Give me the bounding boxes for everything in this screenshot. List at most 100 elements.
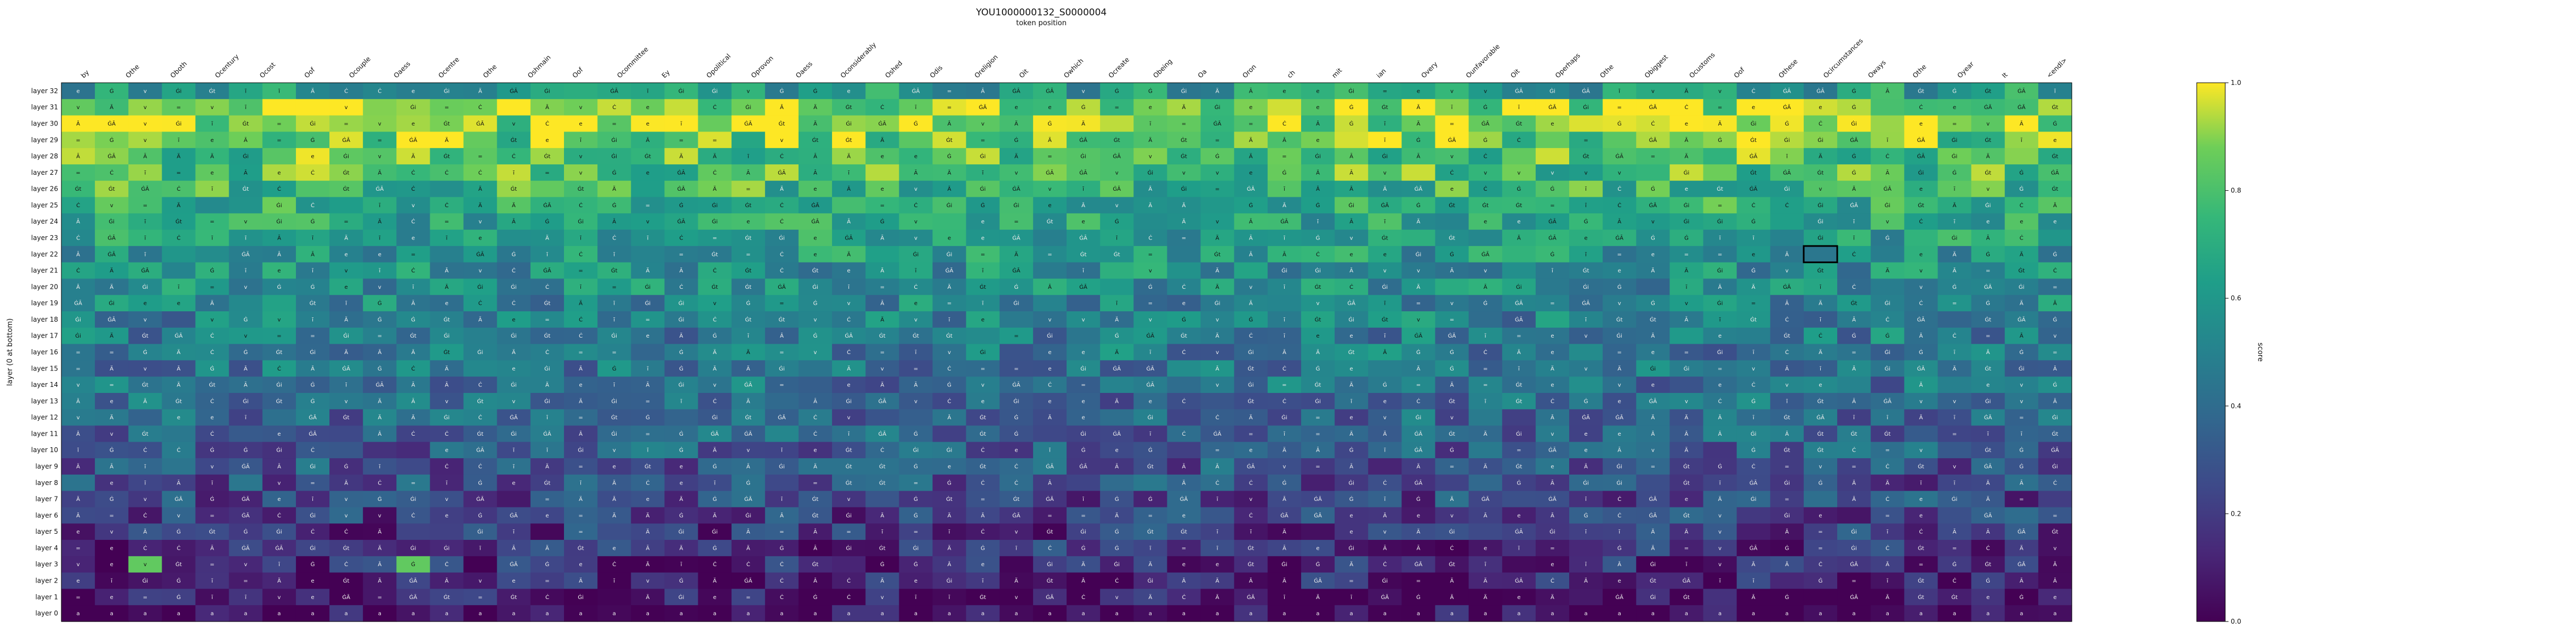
- heatmap-cell-text: Ċ: [612, 561, 616, 568]
- heatmap-cell: [1435, 83, 1469, 100]
- heatmap-cell-text: ī: [1518, 105, 1520, 111]
- heatmap-cell-text: e: [1149, 105, 1152, 111]
- heatmap-cell: [1569, 99, 1603, 116]
- colorbar-tick-label: 1.0: [2231, 79, 2241, 87]
- heatmap-cell-text: [480, 333, 481, 339]
- heatmap-cell: [1703, 99, 1737, 116]
- heatmap-cell-text: e: [981, 317, 984, 323]
- heatmap-cell-text: ĠĀ: [1113, 185, 1121, 192]
- heatmap-cell-text: ĠĀ: [1615, 594, 1623, 601]
- heatmap-cell-text: Ġi: [947, 202, 953, 209]
- heatmap-cell-text: v: [244, 333, 247, 339]
- heatmap-cell-text: ī: [1518, 366, 1520, 372]
- heatmap-cell-text: Ċ: [110, 169, 113, 176]
- heatmap-cell-text: Ġ: [1952, 87, 1957, 94]
- heatmap-cell-text: Ä: [1416, 218, 1420, 225]
- heatmap-cell-text: ĠĀ: [1783, 283, 1791, 290]
- heatmap-cell-text: Ā: [445, 267, 449, 274]
- heatmap-cell-text: Ċ: [1450, 544, 1454, 551]
- heatmap-cell: [95, 180, 129, 198]
- heatmap-cell-text: Ā: [1651, 430, 1655, 437]
- heatmap-cell-text: [1384, 464, 1386, 470]
- heatmap-cell: [1703, 213, 1737, 230]
- heatmap-cell-text: v: [1718, 529, 1722, 535]
- heatmap-cell-text: e: [1651, 252, 1655, 258]
- heatmap-cell-text: Ġ: [1684, 234, 1689, 241]
- heatmap-cell-text: Ċ: [1785, 316, 1789, 323]
- heatmap-cell-text: ĠĀ: [1381, 594, 1389, 601]
- heatmap-cell-text: Ġi: [947, 250, 953, 258]
- heatmap-cell-text: a: [1919, 611, 1923, 617]
- heatmap-cell-text: Ġt: [979, 430, 986, 437]
- heatmap-cell-text: Ġt: [1114, 136, 1120, 144]
- heatmap-cell-text: Ä: [210, 153, 214, 160]
- heatmap-cell-text: Ġ: [1852, 87, 1856, 94]
- heatmap-cell-text: Ä: [1752, 283, 1756, 290]
- heatmap-cell-text: ī: [1920, 480, 1922, 486]
- heatmap-cell-text: e: [981, 219, 984, 225]
- heatmap-cell-text: Ċ: [478, 300, 482, 307]
- heatmap-cell-text: Ġt: [1382, 316, 1388, 323]
- heatmap-cell-text: Ā: [1383, 349, 1387, 356]
- heatmap-cell-text: Ġt: [544, 332, 551, 339]
- heatmap-cell-text: Ċ: [780, 250, 784, 258]
- heatmap-cell-text: Ä: [1953, 250, 1957, 258]
- heatmap-cell-text: e: [1685, 186, 1688, 192]
- heatmap-cell-text: v: [1450, 301, 1454, 307]
- heatmap-cell: [1234, 180, 1268, 198]
- heatmap-cell-text: Ġ: [545, 218, 550, 225]
- heatmap-cell-text: e: [1584, 431, 1587, 437]
- heatmap-cell: [1368, 213, 1402, 230]
- y-tick-label: layer 11: [31, 430, 58, 437]
- heatmap-cell-text: Ġ: [1617, 283, 1622, 290]
- heatmap-cell-text: Ġt: [1918, 577, 1924, 584]
- heatmap-cell-text: [1552, 138, 1553, 144]
- heatmap-cell-text: ī: [747, 154, 749, 160]
- heatmap-cell-text: ī: [512, 448, 515, 454]
- heatmap-cell-text: Ġi: [913, 447, 919, 454]
- heatmap-cell-text: Ā: [646, 544, 649, 551]
- heatmap-cell-text: ī: [982, 268, 984, 274]
- heatmap-cell: [1234, 115, 1268, 132]
- heatmap-cell-text: Ġt: [1515, 463, 1522, 470]
- heatmap-cell-text: Ċ: [646, 479, 649, 486]
- heatmap-cell: [631, 115, 665, 132]
- heatmap-cell: [1904, 148, 1939, 165]
- heatmap-cell: [1603, 197, 1637, 214]
- heatmap-cell-text: e: [277, 497, 281, 503]
- heatmap-cell: [195, 148, 230, 165]
- heatmap-cell-text: Ġi: [947, 577, 953, 584]
- heatmap-cell-text: Ċ: [445, 430, 449, 437]
- heatmap-cell-text: =: [1684, 545, 1689, 551]
- heatmap-cell-text: a: [311, 611, 314, 617]
- heatmap-cell-text: Ġ: [612, 169, 617, 176]
- heatmap-cell-text: Ä: [847, 250, 851, 258]
- heatmap-cell-text: Ġi: [1013, 397, 1019, 404]
- heatmap-cell: [1937, 99, 1972, 116]
- heatmap-cell-text: v: [881, 595, 884, 601]
- heatmap-cell-text: Ġi: [1616, 332, 1622, 339]
- heatmap-cell-text: Ā: [244, 365, 248, 372]
- heatmap-cell-text: =: [1182, 121, 1186, 127]
- heatmap-cell-text: [1016, 350, 1017, 356]
- heatmap-cell-text: Ġi: [745, 104, 751, 111]
- heatmap-cell: [564, 132, 598, 149]
- heatmap-cell-text: e: [110, 545, 113, 551]
- heatmap-cell: [1535, 115, 1570, 132]
- heatmap-cell-text: Ċ: [813, 414, 817, 421]
- x-axis-ticks: by Othe Oboth Ocentury Ocost Oof Ocouple Oaess O…: [79, 37, 2068, 79]
- heatmap-cell-text: Ġ: [679, 349, 683, 356]
- heatmap-cell-text: [345, 448, 347, 454]
- heatmap-cell-text: [1953, 317, 1955, 323]
- heatmap-cell: [765, 132, 799, 149]
- heatmap-cell: [1234, 99, 1268, 116]
- heatmap-cell-text: Ġi: [645, 283, 651, 290]
- heatmap-cell-text: Ċ: [780, 202, 784, 209]
- x-tick-label: Oof: [303, 66, 317, 79]
- heatmap-cell: [128, 213, 162, 230]
- heatmap-cell-text: e: [1718, 333, 1722, 339]
- heatmap-cell-text: Ā: [1249, 250, 1253, 258]
- heatmap-cell-text: Ġ: [176, 577, 181, 584]
- heatmap-cell-text: ī: [278, 562, 280, 568]
- heatmap-cell: [295, 83, 330, 100]
